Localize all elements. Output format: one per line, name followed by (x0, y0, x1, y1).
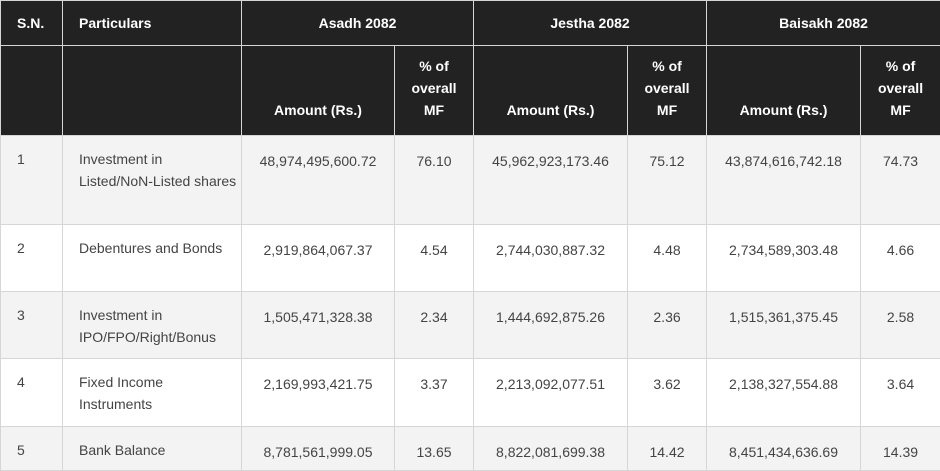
cell-baisakh-pct: 74.73 (861, 136, 940, 225)
cell-asadh-amount: 2,169,993,421.75 (242, 359, 395, 427)
cell-jestha-pct: 4.48 (628, 225, 707, 292)
header-particulars: Particulars (63, 1, 242, 46)
cell-asadh-pct: 3.37 (395, 359, 474, 427)
cell-sn: 3 (1, 292, 63, 359)
cell-asadh-amount: 8,781,561,999.05 (242, 427, 395, 471)
pct-line-3: MF (657, 102, 677, 118)
table-row: 1 Investment in Listed/NoN-Listed shares… (1, 136, 940, 225)
pct-line-3: MF (424, 102, 444, 118)
cell-jestha-pct: 14.42 (628, 427, 707, 471)
cell-jestha-amount: 45,962,923,173.46 (474, 136, 628, 225)
cell-sn: 2 (1, 225, 63, 292)
cell-baisakh-amount: 8,451,434,636.69 (707, 427, 861, 471)
cell-jestha-pct: 75.12 (628, 136, 707, 225)
pct-line-2: overall (644, 80, 689, 96)
cell-baisakh-pct: 4.66 (861, 225, 940, 292)
header-amount-baisakh: Amount (Rs.) (707, 46, 861, 136)
cell-sn: 1 (1, 136, 63, 225)
header-pct-asadh: % of overall MF (395, 46, 474, 136)
table-row: 2 Debentures and Bonds 2,919,864,067.37 … (1, 225, 940, 292)
pct-line-2: overall (878, 80, 923, 96)
header-period-jestha: Jestha 2082 (474, 1, 707, 46)
cell-sn: 4 (1, 359, 63, 427)
cell-baisakh-pct: 14.39 (861, 427, 940, 471)
cell-baisakh-pct: 3.64 (861, 359, 940, 427)
pct-line-1: % of (886, 58, 916, 74)
cell-particulars: Bank Balance (63, 427, 242, 471)
pct-line-1: % of (652, 58, 682, 74)
header-sn-blank (1, 46, 63, 136)
header-period-asadh: Asadh 2082 (242, 1, 474, 46)
cell-jestha-amount: 2,213,092,077.51 (474, 359, 628, 427)
pct-line-1: % of (419, 58, 449, 74)
cell-particulars: Investment in IPO/FPO/Right/Bonus (63, 292, 242, 359)
cell-asadh-pct: 4.54 (395, 225, 474, 292)
cell-asadh-amount: 48,974,495,600.72 (242, 136, 395, 225)
cell-jestha-amount: 1,444,692,875.26 (474, 292, 628, 359)
cell-asadh-pct: 2.34 (395, 292, 474, 359)
cell-asadh-pct: 76.10 (395, 136, 474, 225)
pct-line-2: overall (411, 80, 456, 96)
header-pct-baisakh: % of overall MF (861, 46, 940, 136)
table-row: 4 Fixed Income Instruments 2,169,993,421… (1, 359, 940, 427)
cell-baisakh-pct: 2.58 (861, 292, 940, 359)
cell-jestha-pct: 3.62 (628, 359, 707, 427)
table-header: S.N. Particulars Asadh 2082 Jestha 2082 … (1, 1, 940, 136)
cell-particulars: Fixed Income Instruments (63, 359, 242, 427)
cell-baisakh-amount: 2,734,589,303.48 (707, 225, 861, 292)
cell-jestha-amount: 2,744,030,887.32 (474, 225, 628, 292)
cell-jestha-pct: 2.36 (628, 292, 707, 359)
cell-sn: 5 (1, 427, 63, 471)
header-sn: S.N. (1, 1, 63, 46)
header-amount-asadh: Amount (Rs.) (242, 46, 395, 136)
header-pct-jestha: % of overall MF (628, 46, 707, 136)
cell-particulars: Investment in Listed/NoN-Listed shares (63, 136, 242, 225)
table-body: 1 Investment in Listed/NoN-Listed shares… (1, 136, 940, 471)
header-particulars-blank (63, 46, 242, 136)
cell-particulars: Debentures and Bonds (63, 225, 242, 292)
table-row: 5 Bank Balance 8,781,561,999.05 13.65 8,… (1, 427, 940, 471)
cell-asadh-pct: 13.65 (395, 427, 474, 471)
cell-baisakh-amount: 43,874,616,742.18 (707, 136, 861, 225)
cell-baisakh-amount: 1,515,361,375.45 (707, 292, 861, 359)
header-amount-jestha: Amount (Rs.) (474, 46, 628, 136)
cell-jestha-amount: 8,822,081,699.38 (474, 427, 628, 471)
cell-asadh-amount: 2,919,864,067.37 (242, 225, 395, 292)
header-period-baisakh: Baisakh 2082 (707, 1, 940, 46)
pct-line-3: MF (890, 102, 910, 118)
cell-baisakh-amount: 2,138,327,554.88 (707, 359, 861, 427)
table-row: 3 Investment in IPO/FPO/Right/Bonus 1,50… (1, 292, 940, 359)
cell-asadh-amount: 1,505,471,328.38 (242, 292, 395, 359)
